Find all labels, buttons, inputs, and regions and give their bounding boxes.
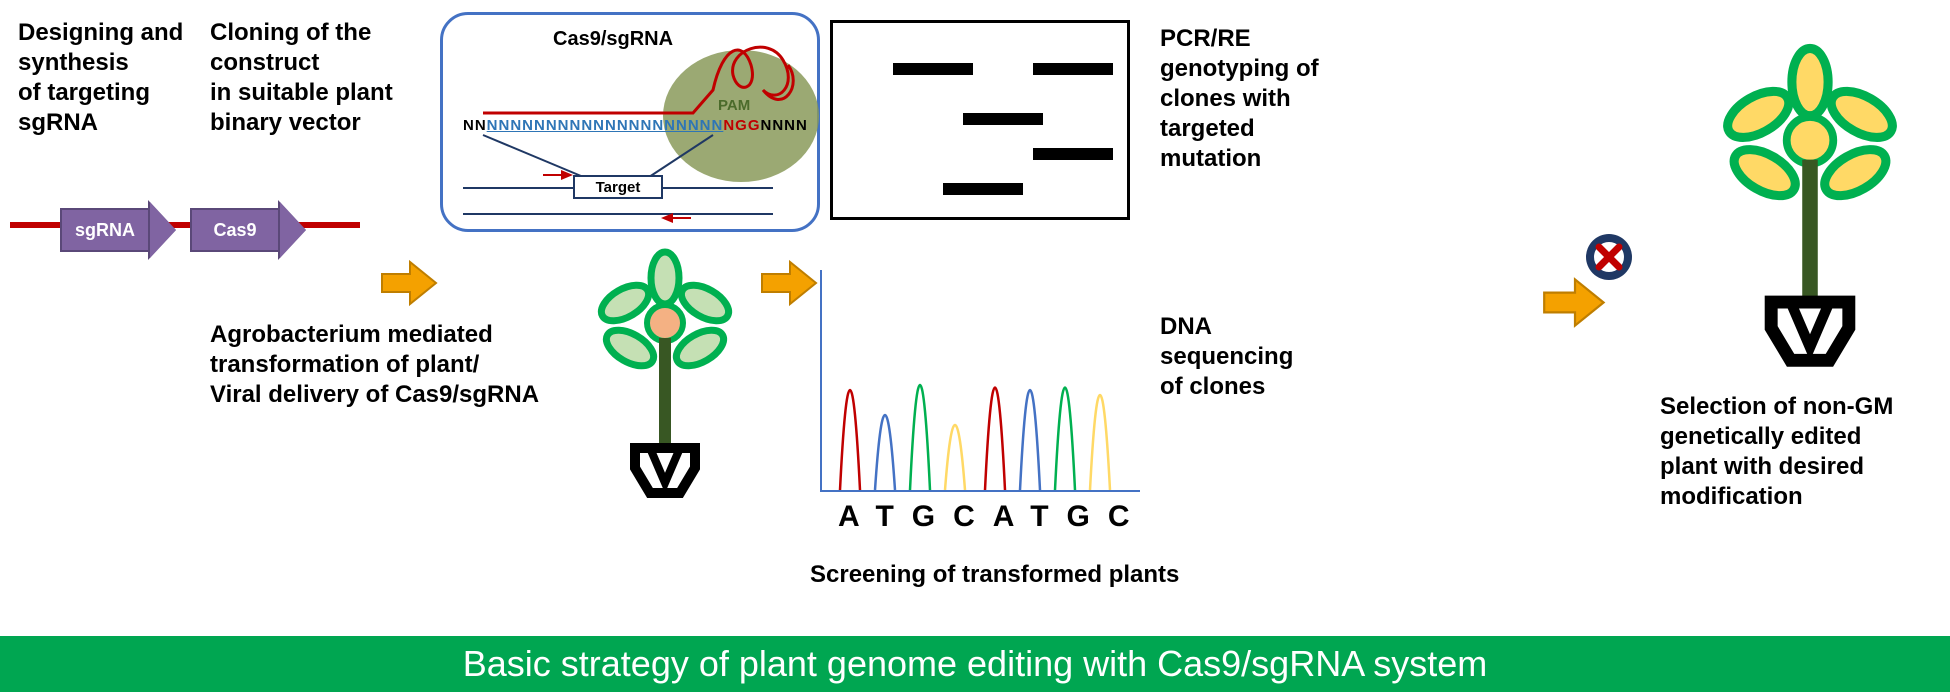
transgene-free-icon (1586, 234, 1632, 280)
label-step4: DNA sequencing of clones (1160, 312, 1293, 402)
primer-fwd-tail (543, 174, 563, 176)
gel-band (963, 113, 1043, 125)
gel-band (943, 183, 1023, 195)
gene-sgrna-label: sgRNA (60, 208, 150, 252)
seq-suffix: NNNN (761, 117, 808, 134)
flow-arrow-icon (1540, 275, 1610, 330)
flow-arrow-icon (760, 258, 820, 308)
genome-line-bottom (463, 213, 773, 215)
seq-pam: NGG (723, 117, 760, 134)
cas9-mechanism-panel: Cas9/sgRNA PAM NNNNNNNNNNNNNNNNNNNNNNNGG… (440, 12, 820, 232)
target-sequence: NNNNNNNNNNNNNNNNNNNNNNNGGNNNN (463, 117, 808, 134)
gel-band (1033, 63, 1113, 75)
gene-sgrna: sgRNA (60, 202, 176, 258)
primer-rev-tail (671, 217, 691, 219)
transformed-plant-icon (580, 248, 750, 498)
banner-text: Basic strategy of plant genome editing w… (463, 643, 1488, 685)
label-step5: Selection of non-GM genetically edited p… (1660, 392, 1893, 512)
label-step3: PCR/RE genotyping of clones with targete… (1160, 24, 1319, 174)
genome-line-right (663, 187, 773, 189)
genome-line-left (463, 187, 573, 189)
label-step1b: Cloning of the construct in suitable pla… (210, 18, 393, 138)
gene-cas9: Cas9 (190, 202, 306, 258)
chroma-x-axis (820, 490, 1140, 492)
flow-arrow-icon (380, 258, 440, 308)
label-screening: Screening of transformed plants (810, 560, 1179, 590)
gene-cas9-label: Cas9 (190, 208, 280, 252)
pam-label: PAM (718, 97, 750, 116)
chroma-bases: ATGCATGC (838, 500, 1148, 534)
chromatogram (820, 270, 1140, 520)
gel-band (1033, 148, 1113, 160)
sgrna-squiggle (483, 35, 813, 130)
seq-prefix: NN (463, 117, 487, 134)
gel-panel (830, 20, 1130, 220)
label-step1a: Designing and synthesis of targeting sgR… (18, 18, 183, 138)
chroma-peaks (820, 270, 1140, 490)
edited-plant-icon (1700, 40, 1920, 370)
label-step2: Agrobacterium mediated transformation of… (210, 320, 539, 410)
title-banner: Basic strategy of plant genome editing w… (0, 636, 1950, 692)
gel-band (893, 63, 973, 75)
seq-guide: NNNNNNNNNNNNNNNNNNNN (487, 117, 724, 134)
target-box: Target (573, 175, 663, 199)
